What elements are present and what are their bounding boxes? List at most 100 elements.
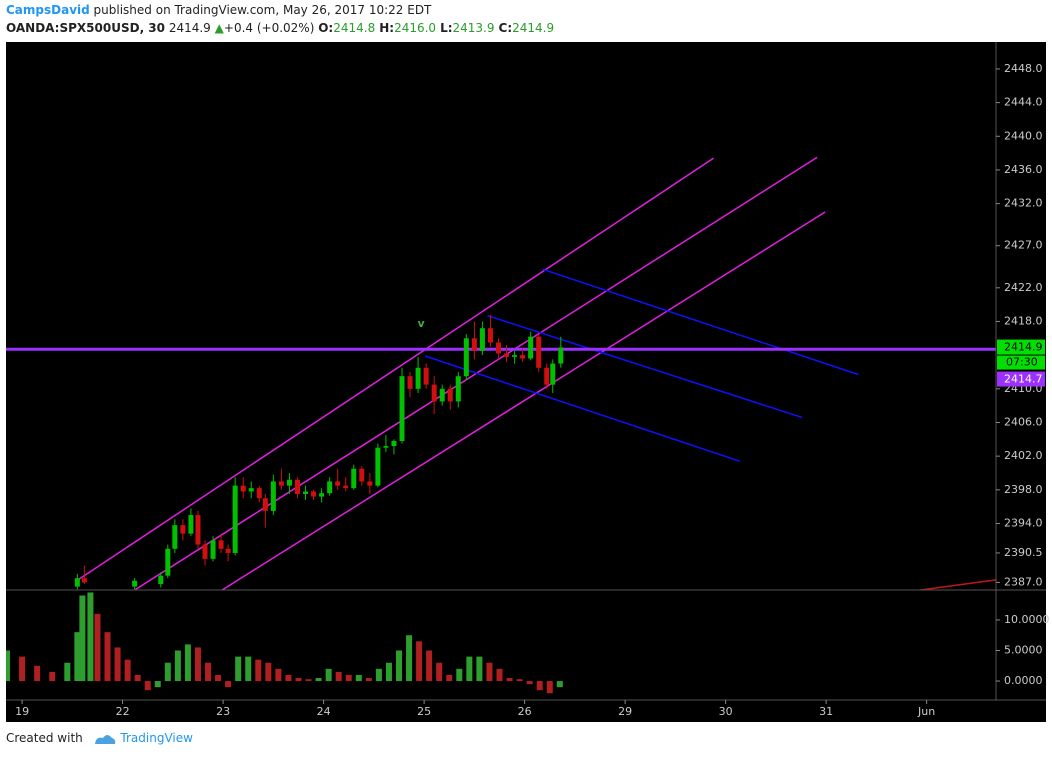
histogram-bar <box>255 659 262 682</box>
x-tick-label: 26 <box>518 705 532 718</box>
trend-line <box>542 268 859 376</box>
y-tick-label: 2406.0 <box>1004 415 1043 428</box>
candle-body <box>218 540 224 549</box>
histogram-bar <box>144 681 151 691</box>
y-tick-label: 2427.0 <box>1004 239 1043 252</box>
candle-body <box>423 367 429 385</box>
candle-body <box>375 447 381 486</box>
histogram-bar <box>486 662 493 682</box>
hline-label: 2414.7 <box>1004 373 1043 386</box>
histogram-bar <box>184 644 191 682</box>
histogram-bar <box>215 674 222 682</box>
histogram-bar <box>74 632 81 682</box>
histogram-bar <box>79 595 86 682</box>
histogram-bar <box>536 681 543 691</box>
x-tick-label: 25 <box>417 705 431 718</box>
histogram-bar <box>345 674 352 682</box>
published: published on TradingView.com, May 26, 20… <box>89 3 432 17</box>
histogram-bar <box>295 678 302 682</box>
histogram-bar <box>385 662 392 682</box>
candle-body <box>520 355 526 359</box>
histogram-bar <box>34 665 41 682</box>
candle-body <box>202 544 208 559</box>
candle-body <box>367 481 373 486</box>
histogram-bar <box>154 681 161 688</box>
histogram-bar <box>49 671 56 682</box>
candle-body <box>256 488 262 499</box>
histogram-bar <box>225 681 232 688</box>
y-tick-label: 2444.0 <box>1004 96 1043 109</box>
candle-body <box>286 479 292 486</box>
histogram-bar <box>104 632 111 682</box>
y-tick-label: 10.0000 <box>1004 613 1050 626</box>
x-tick-label: 31 <box>819 705 833 718</box>
candle-body <box>544 367 550 385</box>
histogram-bar <box>285 674 292 682</box>
trend-line <box>74 157 714 583</box>
last-price-box <box>997 339 1045 355</box>
candle-body <box>447 388 453 402</box>
publish-line: CampsDavid published on TradingView.com,… <box>6 3 431 17</box>
y-tick-label: 2436.0 <box>1004 163 1043 176</box>
histogram-bar <box>375 668 382 682</box>
histogram-bar <box>506 678 513 682</box>
candle-body <box>512 355 518 357</box>
hline-box <box>997 371 1045 387</box>
y-tick-label: 2394.0 <box>1004 516 1043 529</box>
y-tick-label: 2402.0 <box>1004 449 1043 462</box>
author[interactable]: CampsDavid <box>6 3 90 17</box>
y-tick-label: 0.0000 <box>1004 674 1043 687</box>
candle-body <box>399 376 405 442</box>
ohlc-value: 2414.9 <box>512 21 555 35</box>
last: 2414.9 <box>168 21 211 35</box>
candle-body <box>158 575 164 585</box>
histogram-bar <box>406 635 413 682</box>
candle-body <box>471 338 477 351</box>
candle-body <box>74 578 80 587</box>
histogram-bar <box>466 656 473 682</box>
x-tick-label: 19 <box>15 705 29 718</box>
ohlc-label: C: <box>498 21 513 35</box>
histogram-bar <box>446 674 453 682</box>
logo <box>94 734 115 744</box>
candle-body <box>487 328 493 343</box>
histogram-bar <box>526 681 533 685</box>
brand[interactable]: TradingView <box>120 731 193 745</box>
candle-body <box>391 441 397 447</box>
y-tick-label: 5.0000 <box>1004 644 1043 657</box>
candle-body <box>455 376 461 402</box>
x-tick-label: 23 <box>216 705 230 718</box>
symbol-line: OANDA:SPX500USD, 30 2414.9 ▲+0.4 (+0.02%… <box>6 21 558 35</box>
histogram-bar <box>476 656 483 682</box>
ohlc-value: 2414.8 <box>333 21 376 35</box>
histogram-bar <box>516 679 523 682</box>
ohlc-value: 2413.9 <box>452 21 495 35</box>
candle-body <box>327 481 333 494</box>
histogram-bar <box>134 674 141 682</box>
symbol: OANDA:SPX500USD, 30 <box>6 21 165 35</box>
candle-body <box>132 580 138 587</box>
candle-body <box>558 347 564 364</box>
histogram-bar <box>265 662 272 682</box>
candle-body <box>81 578 87 583</box>
histogram-bar <box>305 679 312 682</box>
histogram-bar <box>124 659 131 682</box>
trend-line <box>920 579 996 590</box>
candle-body <box>262 498 268 511</box>
countdown-label: 07:30 <box>1006 356 1038 369</box>
ohlc: O:2414.8 H:2416.0 L:2413.9 C:2414.9 <box>318 21 558 35</box>
candle-body <box>536 336 542 368</box>
y-tick-label: 2422.0 <box>1004 281 1043 294</box>
axes: 2448.02444.02440.02436.02432.02427.02422… <box>6 42 1050 718</box>
x-tick-label: 24 <box>317 705 331 718</box>
candle-body <box>415 367 421 389</box>
candle-body <box>165 548 171 576</box>
histogram-bar <box>456 668 463 682</box>
x-tick-label: 30 <box>719 705 733 718</box>
histogram-bar <box>174 650 181 682</box>
histogram-bar <box>365 678 372 682</box>
candle-body <box>495 342 501 354</box>
x-tick-label: 22 <box>116 705 130 718</box>
trend-line <box>221 211 826 590</box>
candle-body <box>383 446 389 448</box>
